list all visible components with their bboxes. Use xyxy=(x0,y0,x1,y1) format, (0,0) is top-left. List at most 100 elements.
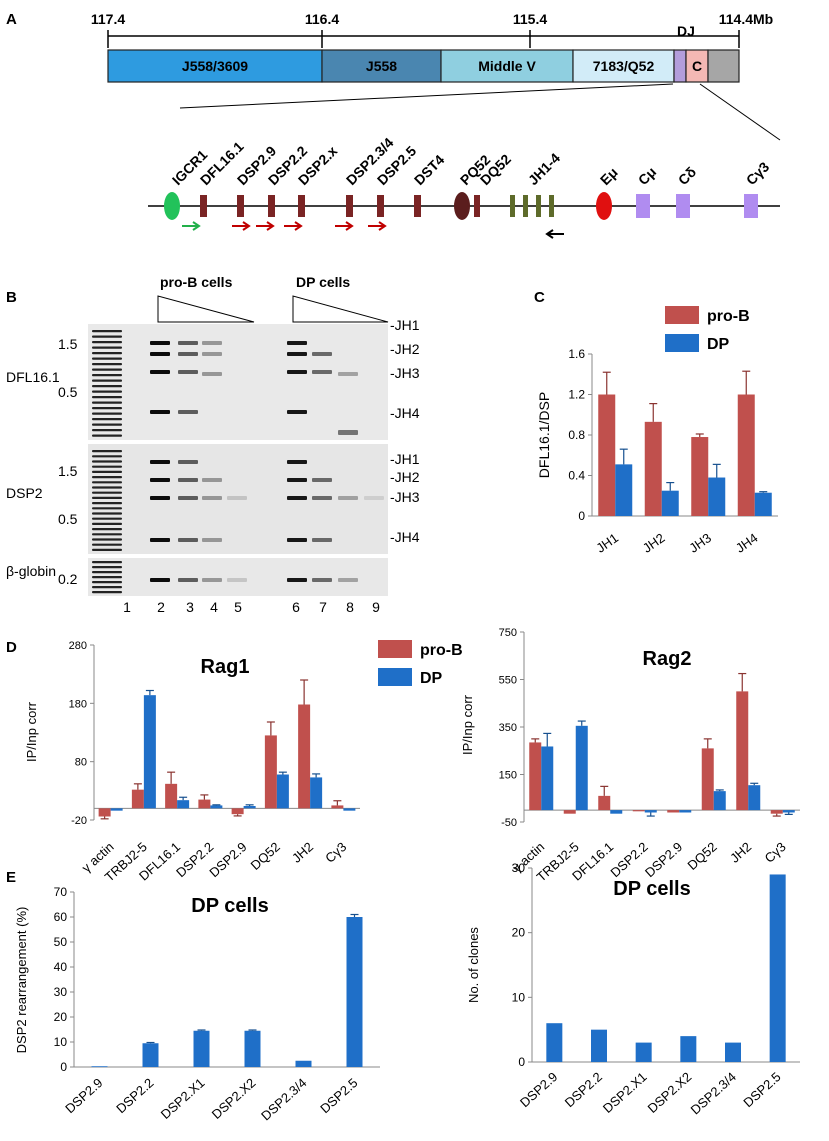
gel-band xyxy=(202,496,222,500)
bar-dp xyxy=(725,1042,741,1062)
size-marker: 1.5 xyxy=(58,336,78,352)
x-tick-label: DSP2.X1 xyxy=(158,1075,208,1122)
bar-prob xyxy=(529,742,542,811)
bar-dp xyxy=(143,695,156,809)
y-tick-label: 150 xyxy=(499,770,517,782)
y-tick-label: -50 xyxy=(501,817,517,829)
zoom-line-right xyxy=(699,83,781,141)
gel-band xyxy=(178,578,198,582)
gel-band xyxy=(92,528,122,531)
y-axis-label: DSP2 rearrangement (%) xyxy=(14,907,29,1054)
gene-label-cdelta: Cδ xyxy=(675,164,699,188)
lane-number: 2 xyxy=(157,599,165,615)
panel-letter-d: D xyxy=(6,639,17,656)
chart-C: 0 0.4 0.8 1.2 1.6 JH1 JH2 JH3 JH4 DFL16.1/DSP pro-… xyxy=(536,306,778,556)
legend-swatch-dp xyxy=(378,668,412,686)
dsp2-5-segment xyxy=(377,195,384,217)
bar-dp xyxy=(769,874,786,1062)
gel-band xyxy=(92,465,122,468)
locus-segment-bar: J558/3609 J558 Middle V 7183/Q52 C xyxy=(107,49,740,83)
legend-label: pro-B xyxy=(707,308,750,325)
jh-segment xyxy=(536,195,541,217)
y-tick-label: 0.4 xyxy=(568,469,585,483)
segment-label: C xyxy=(692,58,702,74)
gel-band xyxy=(92,581,122,584)
gel-band xyxy=(178,496,198,500)
y-tick-label: 0 xyxy=(518,1055,525,1069)
gel-band xyxy=(92,543,122,546)
panel-b-gel: pro-B cells DP cells DFL16.1 DSP2 β-glob… xyxy=(6,274,420,615)
locus-segment xyxy=(707,49,740,83)
y-tick-label: 0 xyxy=(578,509,585,523)
jh-label: -JH1 xyxy=(390,317,420,333)
gel-band xyxy=(92,374,122,377)
pq52-element xyxy=(454,192,470,220)
y-axis-label: DFL16.1/DSP xyxy=(536,392,552,478)
bar-dp xyxy=(295,1060,312,1067)
legend-swatch-dp xyxy=(665,334,699,352)
lane-number: 4 xyxy=(210,599,218,615)
coord-label: 116.4 xyxy=(305,11,339,27)
y-axis-label: IP/Inp corr xyxy=(24,701,39,762)
y-tick-label: 10 xyxy=(512,990,526,1004)
x-tick-label: DSP2.3/4 xyxy=(688,1069,739,1117)
gel-band xyxy=(92,517,122,520)
y-tick-label: 350 xyxy=(499,722,517,734)
gel-band xyxy=(287,370,307,374)
bar-dp xyxy=(243,806,256,809)
gel-bands xyxy=(92,330,384,594)
bar-prob xyxy=(667,810,680,813)
legend-label: DP xyxy=(707,336,730,353)
bar-dp xyxy=(546,1023,563,1062)
bar-dp xyxy=(575,725,588,811)
dfl16-segment xyxy=(200,195,207,217)
gel-band xyxy=(287,410,307,414)
bar-dp xyxy=(713,791,726,811)
bar-prob xyxy=(98,808,111,817)
y-tick-label: 0 xyxy=(60,1060,67,1074)
y-tick-label: 750 xyxy=(499,627,517,639)
gel-band xyxy=(338,372,358,376)
segment-label: J558/3609 xyxy=(182,58,248,74)
gel-band xyxy=(202,352,222,356)
gel-band xyxy=(312,478,332,482)
gel-band xyxy=(338,578,358,582)
bar-prob xyxy=(198,799,211,809)
gene-label-cmu: Cμ xyxy=(635,164,660,189)
gel-band xyxy=(92,586,122,589)
gel-band xyxy=(92,401,122,404)
lane-number: 1 xyxy=(123,599,131,615)
bar-dp xyxy=(615,464,633,516)
gel-band xyxy=(150,460,170,464)
gel-band xyxy=(150,578,170,582)
gel-band xyxy=(92,368,122,371)
gel-band xyxy=(92,423,122,426)
panel-letter-b: B xyxy=(6,289,17,306)
bar-dp xyxy=(610,810,623,814)
bar-prob xyxy=(644,421,662,516)
gel-band xyxy=(150,352,170,356)
dsp-arrow-icon xyxy=(335,221,354,231)
gel-band xyxy=(92,396,122,399)
gel-band xyxy=(312,538,332,542)
x-tick-label: DQ52 xyxy=(248,839,283,873)
segment-label: J558 xyxy=(366,58,397,74)
jh-segment xyxy=(510,195,515,217)
gel-band xyxy=(92,538,122,541)
gel-band xyxy=(364,496,384,500)
igcr1-element xyxy=(164,192,180,220)
bar-dp xyxy=(276,774,289,809)
jh-primer-arrow-icon xyxy=(545,229,564,239)
legend-label: DP xyxy=(420,670,443,687)
dsp2-2-segment xyxy=(268,195,275,217)
y-axis-label: No. of clones xyxy=(466,927,481,1003)
gel-band xyxy=(202,478,222,482)
gel-band xyxy=(92,533,122,536)
size-marker: 1.5 xyxy=(58,463,78,479)
chart-title: Rag2 xyxy=(643,648,692,670)
gel-band xyxy=(92,571,122,574)
coord-label: 115.4 xyxy=(513,11,547,27)
